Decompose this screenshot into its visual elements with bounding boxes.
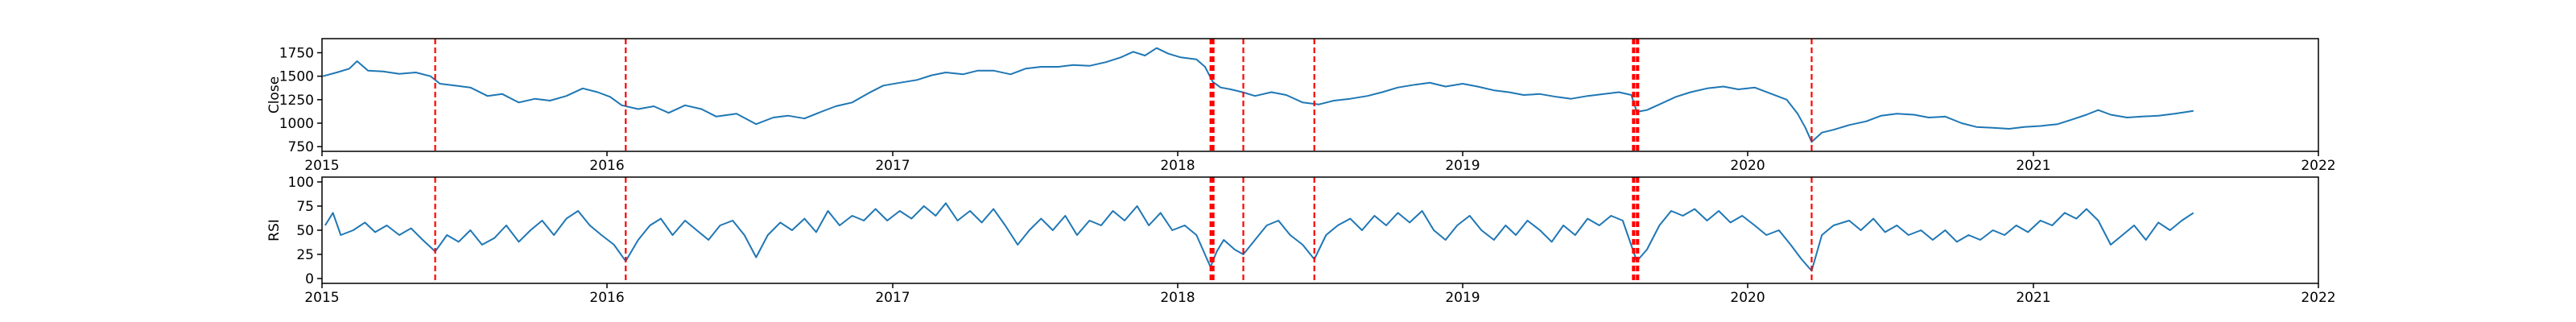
x-tick-label: 2017 <box>875 158 910 174</box>
y-tick-label: 75 <box>296 199 314 215</box>
plot-frame <box>321 38 2319 152</box>
series-line <box>324 202 2194 272</box>
x-tick-label: 2015 <box>304 158 339 174</box>
x-tick-label: 2019 <box>1445 290 1480 306</box>
y-tick-label: 1000 <box>279 116 314 132</box>
y-tick-label: 100 <box>288 175 314 191</box>
x-tick-label: 2021 <box>2016 290 2050 306</box>
x-tick-label: 2016 <box>589 290 624 306</box>
close-price-chart: 2015 2016 2017 2018 2019 2020 2021 2022 750 1000 1… <box>266 38 2336 174</box>
x-tick-label: 2021 <box>2016 158 2050 174</box>
y-tick-label: 50 <box>296 223 314 239</box>
x-tick-label: 2019 <box>1445 158 1480 174</box>
y-tick-label: 750 <box>288 139 314 155</box>
x-tick-label: 2022 <box>2301 290 2335 306</box>
x-tick-label: 2020 <box>1730 290 1765 306</box>
series-line <box>322 47 2194 143</box>
y-axis-label: RSI <box>266 219 283 242</box>
x-tick-label: 2018 <box>1160 290 1195 306</box>
y-tick-label: 0 <box>305 271 314 287</box>
x-tick-label: 2020 <box>1730 158 1765 174</box>
x-tick-label: 2018 <box>1160 158 1195 174</box>
x-tick-label: 2015 <box>304 290 339 306</box>
x-tick-label: 2022 <box>2301 158 2335 174</box>
rsi-chart: 2015 2016 2017 2018 2019 2020 2021 2022 0 25 50 75 1… <box>266 175 2336 306</box>
x-tick-label: 2017 <box>875 290 910 306</box>
y-tick-label: 1500 <box>279 69 314 85</box>
y-axis-label: Close <box>266 76 283 114</box>
y-tick-label: 1250 <box>279 93 314 109</box>
y-tick-label: 1750 <box>279 46 314 62</box>
y-tick-label: 25 <box>296 247 314 263</box>
x-tick-label: 2016 <box>589 158 624 174</box>
